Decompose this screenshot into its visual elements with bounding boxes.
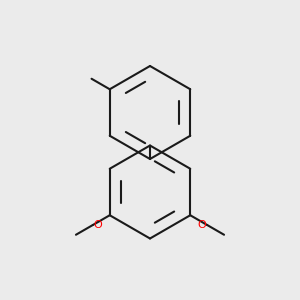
Text: O: O	[197, 220, 206, 230]
Text: O: O	[94, 220, 103, 230]
